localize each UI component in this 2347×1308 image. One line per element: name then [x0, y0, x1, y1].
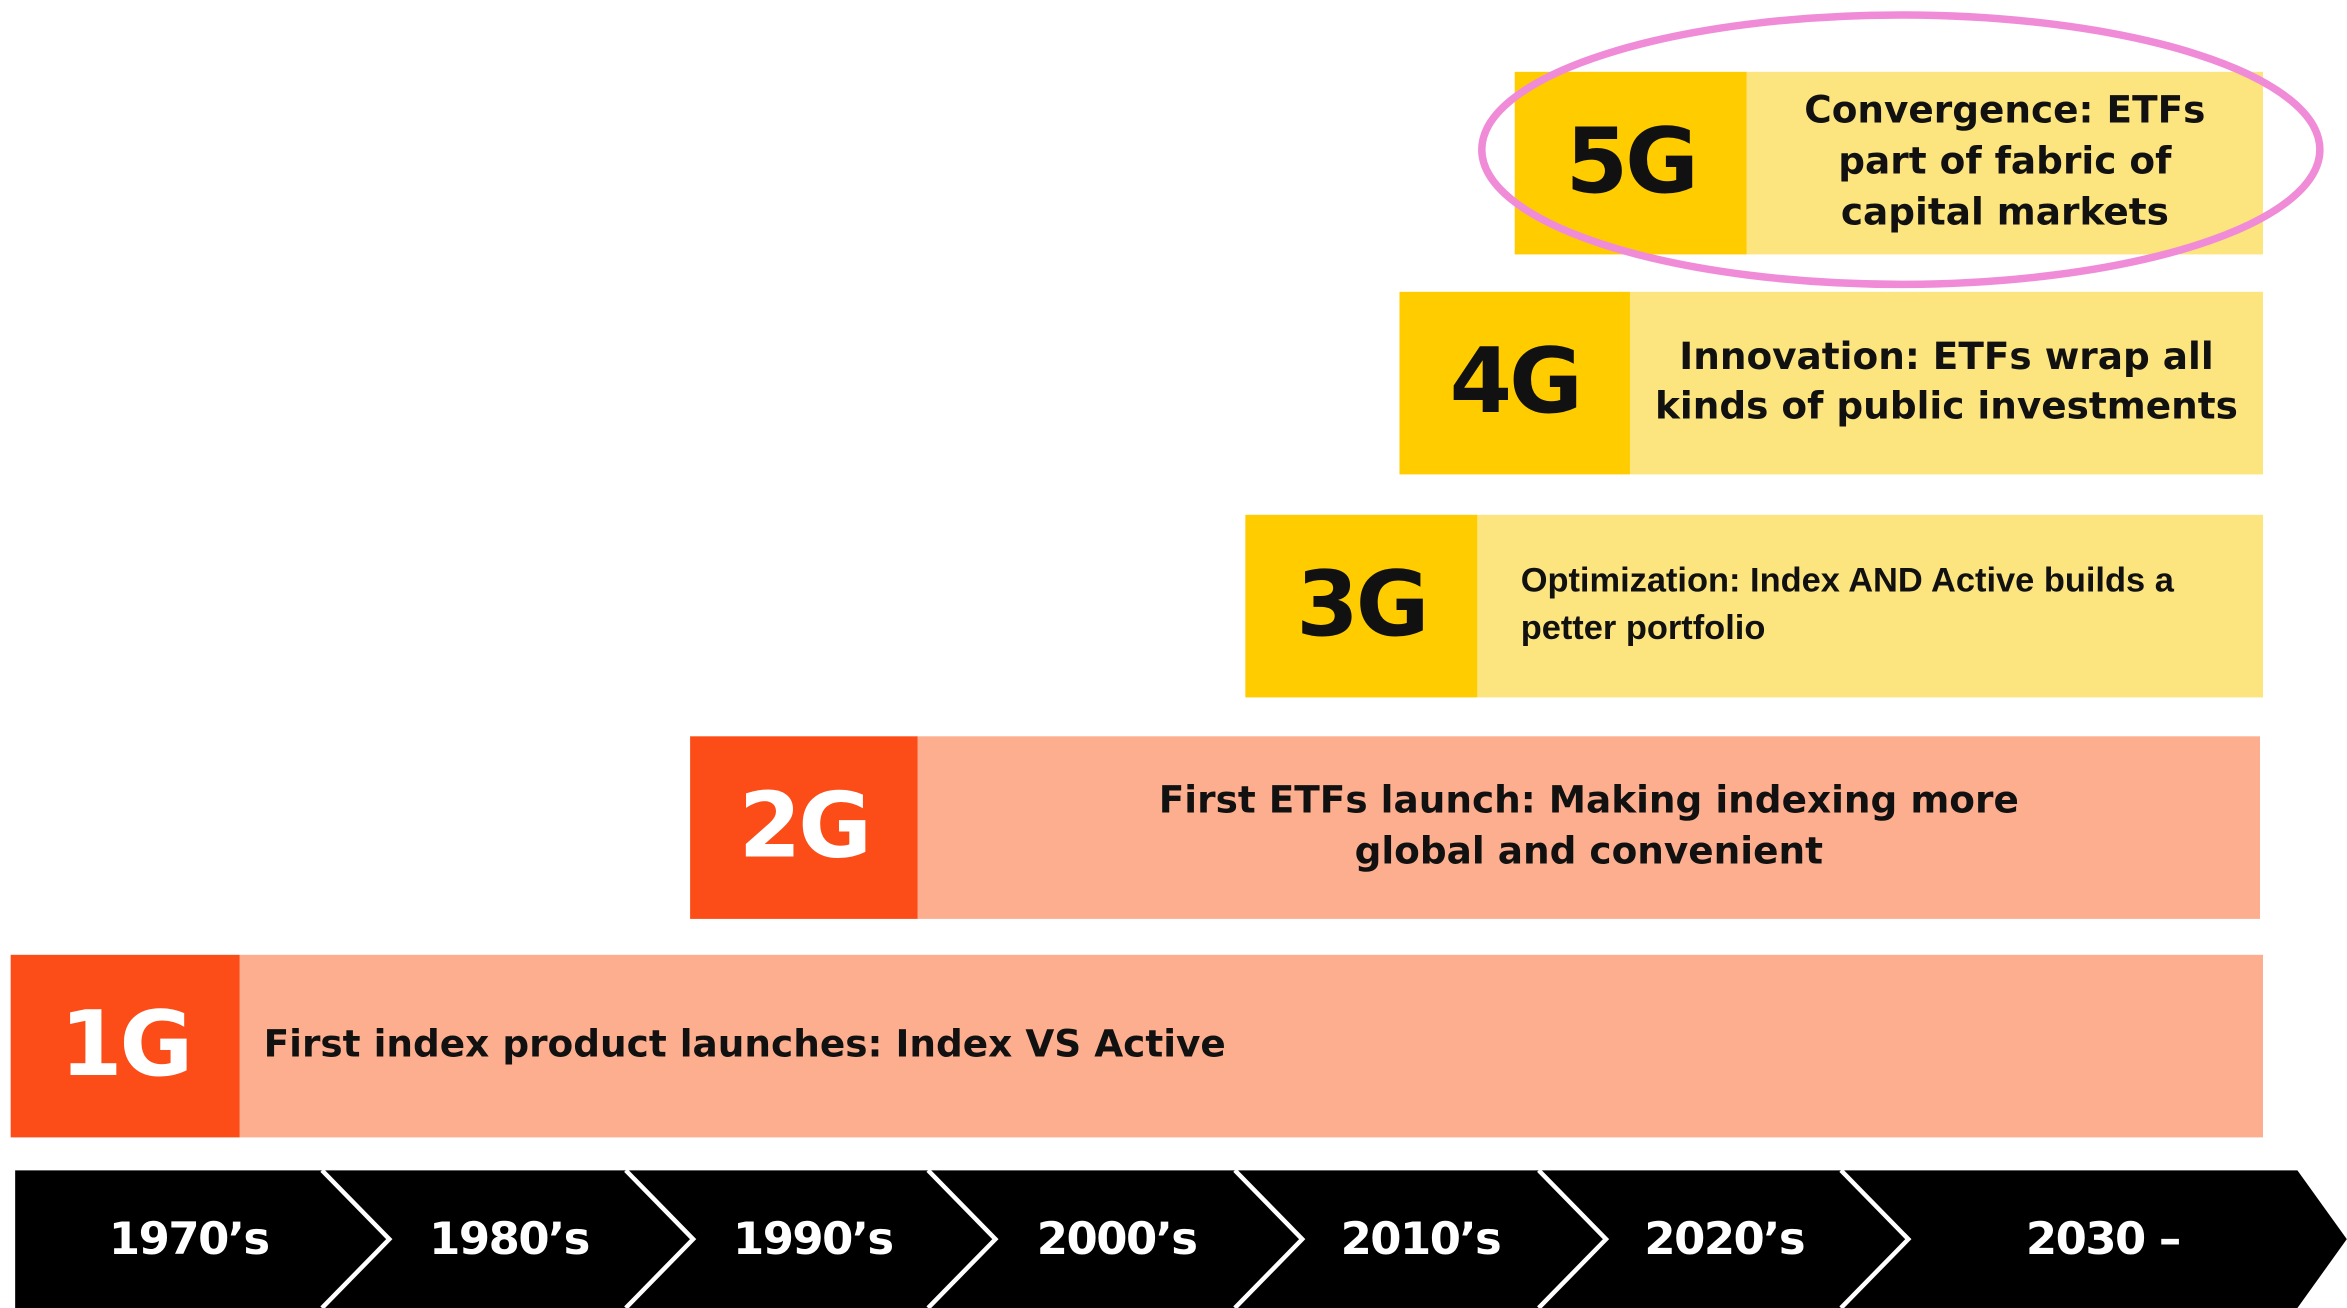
- chevron: [1537, 1168, 1610, 1308]
- decade-label: 2010’s: [1341, 1212, 1501, 1265]
- generation-badge: [690, 736, 918, 919]
- generation-label: 1G: [60, 993, 190, 1097]
- decade-label: 2030 –: [2026, 1212, 2180, 1265]
- generation-label: 2G: [739, 774, 869, 878]
- generation-text: capital markets: [1841, 190, 2169, 234]
- chevron: [1233, 1168, 1306, 1308]
- generation-label: 4G: [1450, 330, 1580, 434]
- chevron: [624, 1168, 697, 1308]
- generation-body: [1477, 514, 2264, 698]
- generation-text: part of fabric of: [1838, 139, 2172, 183]
- generation-text: global and convenient: [1355, 829, 1824, 873]
- chevron: [320, 1168, 393, 1308]
- decade-label: 1970’s: [109, 1212, 269, 1265]
- generation-text: Innovation: ETFs wrap all: [1679, 334, 2213, 378]
- generation-body: [917, 736, 2261, 919]
- generation-text: Convergence: ETFs: [1804, 88, 2205, 132]
- highlight-ellipse: [1478, 11, 2324, 289]
- generation-body: [239, 954, 2264, 1138]
- decade-label: 2020’s: [1644, 1212, 1804, 1265]
- generation-text: First index product launches: Index VS A…: [264, 1022, 1226, 1066]
- generation-body: [1629, 291, 2264, 475]
- decade-label: 1980’s: [429, 1212, 589, 1265]
- generation-body: [1746, 71, 2264, 255]
- generation-badge: [1399, 291, 1630, 475]
- generation-label: 5G: [1566, 110, 1696, 214]
- generation-text: Optimization: Index AND Active builds a: [1521, 561, 2175, 599]
- decade-label: 2000’s: [1037, 1212, 1197, 1265]
- generation-label: 3G: [1296, 553, 1426, 657]
- chevron: [1839, 1168, 1912, 1308]
- chevron: [926, 1168, 999, 1308]
- generation-badge: [10, 954, 240, 1138]
- generation-text: kinds of public investments: [1655, 383, 2238, 427]
- generation-text: petter portfolio: [1521, 609, 1766, 647]
- timeline-band: [15, 1170, 2347, 1308]
- decade-label: 1990’s: [733, 1212, 893, 1265]
- generation-text: First ETFs launch: Making indexing more: [1159, 778, 2019, 822]
- generation-badge: [1245, 514, 1478, 698]
